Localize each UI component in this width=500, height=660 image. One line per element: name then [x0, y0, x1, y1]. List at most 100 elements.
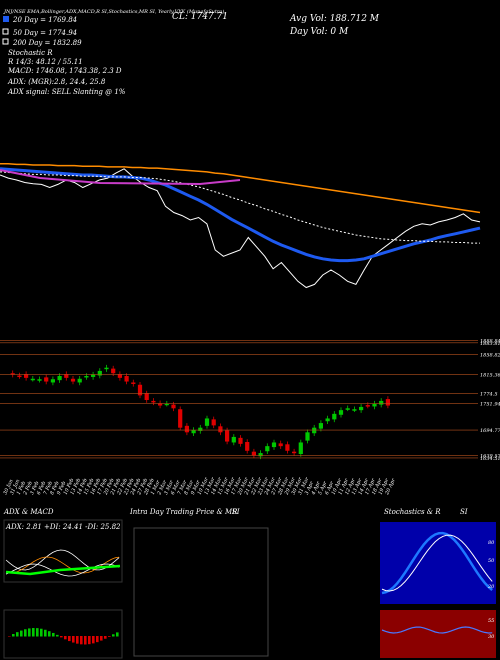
candle-body: [77, 378, 82, 383]
candle-body: [218, 426, 223, 433]
candle-body: [10, 373, 15, 375]
macd-bar: [100, 636, 103, 641]
series-line-50-day: [0, 171, 480, 244]
macd-bar: [88, 636, 91, 645]
stoch-box: [380, 522, 496, 604]
candle-body: [97, 370, 102, 376]
candle-body: [104, 367, 109, 370]
intraday-title: Intra Day Trading Price & MR: [129, 508, 238, 516]
macd-bar: [92, 636, 95, 644]
candle-body: [251, 451, 256, 456]
candle-body: [325, 418, 330, 422]
macd-bar: [108, 636, 111, 637]
stochastics-panel: Stochastics & R SI 80 50 20 55 30: [380, 508, 496, 658]
legend-200day-swatch: [2, 38, 9, 45]
candle-body: [198, 427, 203, 431]
stoch-tick-20: 20: [487, 584, 495, 590]
intraday-panel: Intra Day Trading Price & MR SI: [129, 508, 269, 657]
candle-body: [70, 378, 76, 382]
stoch-title: Stochastics & R: [384, 508, 441, 516]
date-label: 7 Feb: [43, 480, 54, 495]
candle-body: [318, 423, 323, 429]
candle-body: [285, 444, 290, 451]
stochastic-label: Stochastic R: [8, 49, 53, 57]
candle-body: [238, 437, 243, 444]
candle-body: [352, 409, 357, 411]
price-tick-label: 1883.81: [480, 341, 500, 347]
legend-20day-swatch: [3, 16, 9, 22]
macd-bar: [44, 629, 47, 637]
macd-bars: [8, 628, 119, 645]
legend-50day-swatch: [2, 28, 9, 35]
stoch-tick-80: 80: [488, 540, 495, 546]
candle-body: [17, 375, 22, 378]
macd-bar: [28, 628, 31, 637]
stat-macd: MACD: 1746.08, 1743.38, 2.3 D: [7, 67, 122, 75]
candle-body: [158, 403, 163, 406]
macd-bar: [80, 636, 83, 645]
header-top-line: JNJ/NSE EMA,Bollinger,ADX,MACD,R SI,Stoc…: [3, 8, 224, 15]
date-label: 3 Feb: [29, 480, 40, 495]
macd-bar: [48, 631, 51, 637]
candle-body: [225, 430, 230, 442]
candle-body: [278, 443, 283, 447]
candle-body: [345, 408, 350, 410]
candle-body: [37, 379, 42, 381]
date-label: 5 Apr: [317, 480, 329, 496]
candle-body: [385, 399, 390, 406]
candle-body: [124, 376, 129, 382]
date-label: 9 Feb: [56, 480, 67, 495]
macd-bar: [56, 634, 59, 637]
price-tick-label: 1774.5: [480, 391, 498, 397]
rsi-tick-55: 55: [488, 618, 494, 624]
close-label: CL: 1747.71: [172, 12, 228, 22]
macd-bar: [64, 636, 67, 640]
date-label: 1 Feb: [16, 480, 27, 495]
candle-body: [292, 451, 297, 454]
candles-group: [10, 364, 390, 460]
adx-box: [3, 519, 123, 583]
candle-body: [151, 400, 156, 403]
stoch-k-line: [381, 531, 494, 595]
price-tick-label: 1858.82: [480, 352, 500, 358]
rsi-line: [381, 626, 493, 634]
candle-body: [84, 376, 89, 378]
candle-body: [305, 432, 310, 441]
date-label: 6 Feb: [36, 480, 47, 495]
ema-lines-group: [0, 163, 481, 289]
macd-bar: [52, 632, 55, 637]
intraday-suffix: SI: [232, 508, 240, 516]
candle-body: [57, 376, 62, 381]
stoch-tick-50: 50: [488, 558, 495, 564]
band-line: [0, 169, 241, 186]
macd-bar: [60, 636, 63, 638]
macd-bar: [36, 628, 39, 637]
adx-line-0: [5, 549, 120, 571]
candle-body: [338, 410, 344, 415]
date-label: 2 Feb: [22, 480, 34, 496]
stoch-d-line: [381, 534, 493, 592]
price-tick-label: 1815.36: [480, 372, 500, 378]
macd-bar: [12, 634, 15, 637]
candle-body: [359, 406, 364, 411]
candle-body: [191, 430, 196, 434]
macd-bar: [112, 634, 115, 637]
candle-body: [24, 374, 29, 378]
macd-bar: [24, 629, 27, 637]
intraday-box: [133, 527, 269, 657]
macd-bar: [16, 632, 19, 637]
candle-body: [204, 418, 210, 426]
candle-body: [265, 446, 270, 452]
stat-rsi: R 14/3: 48.12 / 55.11: [7, 58, 83, 66]
stoch-suffix: SI: [460, 508, 468, 516]
adx-line-2: [5, 563, 120, 577]
macd-bar: [68, 636, 71, 642]
adx-panel-title: ADX & MACD: [3, 508, 54, 516]
candle-body: [131, 382, 136, 384]
candle-body: [231, 436, 236, 443]
candle-body: [137, 384, 143, 396]
series-line-close: [0, 168, 481, 289]
